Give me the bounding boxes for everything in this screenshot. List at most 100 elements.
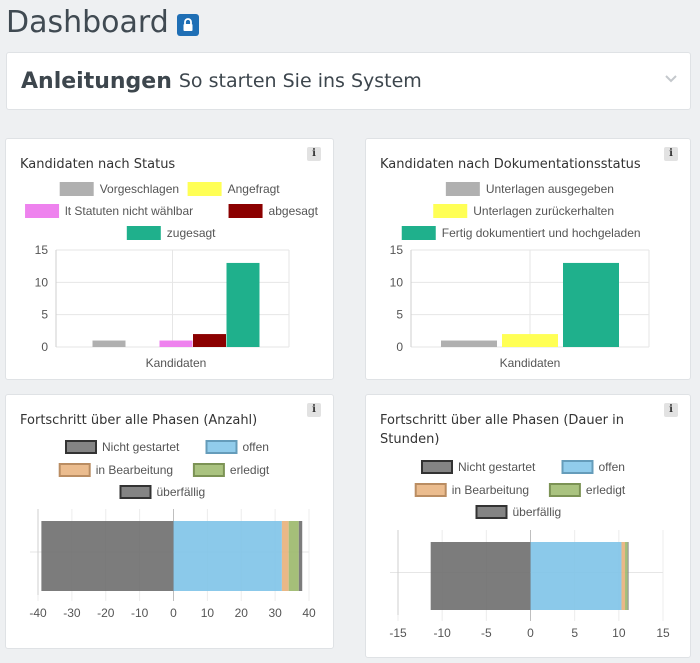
y-tick-label: 15 xyxy=(35,243,49,257)
card-title: Fortschritt über alle Phasen (Dauer in S… xyxy=(380,411,624,449)
y-tick-label: 10 xyxy=(390,275,404,289)
x-tick-label: -10 xyxy=(131,606,149,620)
legend-swatch-nicht-gestartet xyxy=(421,460,453,474)
legend-swatch-in-bearbeitung xyxy=(414,483,447,497)
legend-swatch-in-bearbeitung xyxy=(58,463,91,477)
bar-vorgeschlagen xyxy=(92,340,126,347)
legend-label-überfällig: überfällig xyxy=(157,485,206,499)
x-tick-label: -5 xyxy=(481,626,492,640)
card-candidates-docs: Kandidaten nach Dokumentationsstatus i U… xyxy=(365,138,691,380)
card-title: Kandidaten nach Dokumentationsstatus xyxy=(380,157,641,172)
legend-label-abgesagt: abgesagt xyxy=(269,204,319,218)
y-tick-label: 10 xyxy=(35,275,49,289)
info-button[interactable]: i xyxy=(307,403,321,417)
chart-candidates-docs: Unterlagen ausgegeben Unterlagen zurücker… xyxy=(390,182,650,370)
legend-swatch-offen xyxy=(561,460,594,474)
legend-swatch-offen xyxy=(205,440,238,454)
chart-progress-count: Nicht gestartet offen in Bearbeitung erledi… xyxy=(29,440,316,620)
bar-unterlagen-zurückerhalten xyxy=(502,334,558,347)
legend-label-zugesagt: zugesagt xyxy=(167,226,216,240)
bar-abgesagt xyxy=(193,334,226,347)
legend-label-unterlagen-zurückerhalten: Unterlagen zurückerhalten xyxy=(473,204,614,218)
bar-segment-in-bearbeitung xyxy=(621,542,626,610)
legend-label-vorgeschlagen: Vorgeschlagen xyxy=(100,182,179,196)
legend-label-nicht-gestartet: Nicht gestartet xyxy=(102,440,180,454)
y-tick-label: 5 xyxy=(41,308,48,322)
legend-label-in-bearbeitung: in Bearbeitung xyxy=(96,463,173,477)
legend-swatch-abgesagt xyxy=(228,204,263,218)
x-tick-label: -20 xyxy=(97,606,115,620)
legend-label-lt-statuten-nicht-wählbar: lt Statuten nicht wählbar xyxy=(65,204,193,218)
y-tick-label: 0 xyxy=(396,340,403,354)
card-progress-count: Fortschritt über alle Phasen (Anzahl) i … xyxy=(5,394,334,649)
instructions-accordion[interactable]: Anleitungen So starten Sie ins System xyxy=(6,52,691,110)
x-tick-label: -40 xyxy=(29,606,47,620)
card-title: Kandidaten nach Status xyxy=(20,157,176,172)
legend-swatch-fertig-dokumentiert-und-hochgeladen xyxy=(401,226,436,240)
y-tick-label: 0 xyxy=(41,340,48,354)
x-tick-label: Kandidaten xyxy=(500,356,561,370)
legend-label-offen: offen xyxy=(599,460,625,474)
bar-zugesagt xyxy=(226,262,260,347)
legend-swatch-vorgeschlagen xyxy=(59,182,94,196)
x-tick-label: 10 xyxy=(201,606,215,620)
y-tick-label: 5 xyxy=(396,308,403,322)
x-tick-label: Kandidaten xyxy=(146,356,207,370)
chart-progress-hours: Nicht gestartet offen in Bearbeitung erledi… xyxy=(389,460,670,640)
legend-label-unterlagen-ausgegeben: Unterlagen ausgegeben xyxy=(486,182,614,196)
card-title: Fortschritt über alle Phasen (Anzahl) xyxy=(20,413,258,428)
legend-swatch-zugesagt xyxy=(126,226,161,240)
legend-swatch-lt-statuten-nicht-wählbar xyxy=(25,204,60,218)
accordion-subtitle: So starten Sie ins System xyxy=(178,70,422,92)
bar-segment-offen xyxy=(173,521,282,591)
bar-fertig-dokumentiert-und-hochgeladen xyxy=(563,262,619,347)
x-tick-label: 5 xyxy=(571,626,578,640)
bar-segment-erledigt xyxy=(288,521,299,591)
legend-label-erledigt: erledigt xyxy=(230,463,270,477)
bar-segment-in-bearbeitung xyxy=(281,521,289,591)
x-tick-label: 0 xyxy=(170,606,177,620)
bar-segment-nicht-gestartet xyxy=(41,521,174,591)
legend-swatch-angefragt xyxy=(187,182,222,196)
accordion-title: Anleitungen xyxy=(21,68,172,94)
info-button[interactable]: i xyxy=(664,403,678,417)
legend-swatch-erledigt xyxy=(548,483,581,497)
bar-segment-nicht-gestartet xyxy=(430,542,531,610)
card-title-line2: Stunden) xyxy=(380,432,440,447)
page-title: Dashboard xyxy=(6,4,199,42)
bar-segment-überfällig xyxy=(627,542,629,610)
legend-swatch-erledigt xyxy=(192,463,225,477)
legend-label-in-bearbeitung: in Bearbeitung xyxy=(452,483,529,497)
bar-segment-überfällig xyxy=(298,521,303,591)
info-button[interactable]: i xyxy=(307,147,321,161)
lock-icon[interactable] xyxy=(176,14,199,36)
y-tick-label: 15 xyxy=(390,243,404,257)
x-tick-label: -10 xyxy=(433,626,451,640)
legend-label-überfällig: überfällig xyxy=(513,505,562,519)
x-tick-label: -15 xyxy=(389,626,407,640)
legend-swatch-unterlagen-zurückerhalten xyxy=(433,204,468,218)
legend-label-nicht-gestartet: Nicht gestartet xyxy=(458,460,536,474)
card-title-line1: Fortschritt über alle Phasen (Dauer in xyxy=(380,413,624,428)
x-tick-label: 40 xyxy=(302,606,316,620)
legend-swatch-unterlagen-ausgegeben xyxy=(445,182,480,196)
chart-candidates-status: Vorgeschlagen Angefragt lt Statuten nicht … xyxy=(25,182,319,370)
x-tick-label: -30 xyxy=(63,606,81,620)
x-tick-label: 0 xyxy=(527,626,534,640)
legend-label-angefragt: Angefragt xyxy=(228,182,281,196)
legend-swatch-nicht-gestartet xyxy=(65,440,97,454)
bar-segment-offen xyxy=(530,542,622,610)
card-candidates-status: Kandidaten nach Status i Vorgeschlagen An… xyxy=(5,138,334,380)
bar-lt-statuten-nicht-wählbar xyxy=(159,340,193,347)
page-title-text: Dashboard xyxy=(6,5,169,40)
x-tick-label: 15 xyxy=(656,626,670,640)
x-tick-label: 20 xyxy=(235,606,249,620)
bar-segment-erledigt xyxy=(625,542,628,610)
info-button[interactable]: i xyxy=(664,147,678,161)
legend-swatch-überfällig xyxy=(119,485,152,499)
legend-label-offen: offen xyxy=(243,440,269,454)
chevron-down-icon[interactable] xyxy=(664,71,678,89)
card-progress-hours: Fortschritt über alle Phasen (Dauer in S… xyxy=(365,394,691,658)
x-tick-label: 30 xyxy=(268,606,282,620)
legend-label-fertig-dokumentiert-und-hochgeladen: Fertig dokumentiert und hochgeladen xyxy=(442,226,641,240)
